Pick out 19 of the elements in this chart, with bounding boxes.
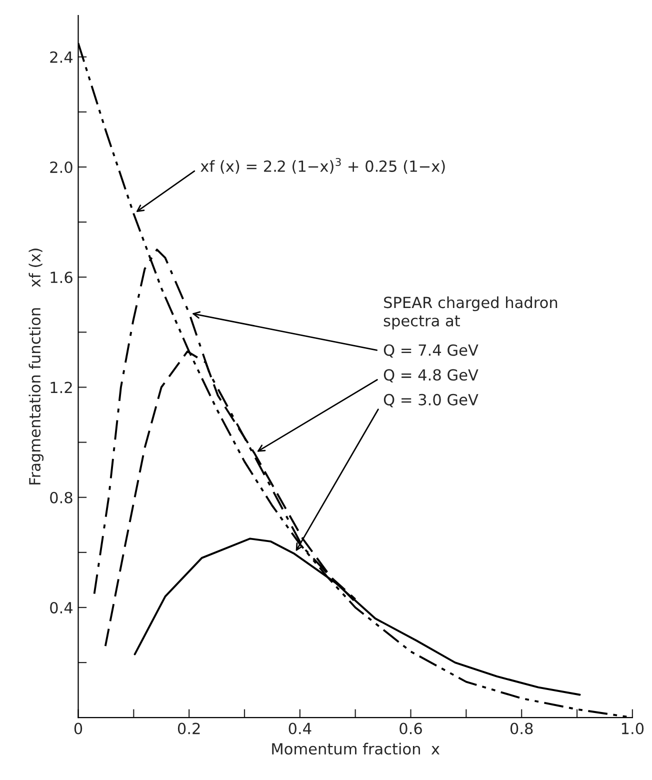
text: Q = 4.8 GeV (384, 369, 478, 382)
x-tick-label: 0.2 (178, 722, 200, 734)
annotation: SPEAR charged hadron spectra at (384, 296, 558, 330)
annotation: xf (x) = 2.2 (1−x)$^{3}$ + 0.25 (1−x) (200, 158, 445, 174)
y-tick-label: 0.8 (50, 492, 72, 504)
x-tick-label: 0 (74, 722, 82, 734)
y-axis-title: Fragmentation function xf (x) (28, 248, 44, 484)
x-tick-label: 0.8 (510, 722, 533, 734)
y-tick-label: 2.4 (50, 51, 73, 63)
y-tick-label: 1.6 (50, 272, 72, 284)
x-tick-label: 0.6 (400, 722, 422, 734)
text: Q = 3.0 GeV (384, 394, 478, 408)
text: Q = 7.4 GeV (384, 344, 478, 358)
x-tick-label: 0.4 (288, 722, 312, 734)
x-axis-title: Momentum fraction x (272, 742, 440, 755)
y-tick-label: 1.2 (50, 382, 72, 394)
y-tick-label: 0.4 (50, 602, 73, 614)
x-tick-label: 1.0 (622, 722, 644, 734)
y-tick-label: 2.0 (50, 161, 72, 174)
